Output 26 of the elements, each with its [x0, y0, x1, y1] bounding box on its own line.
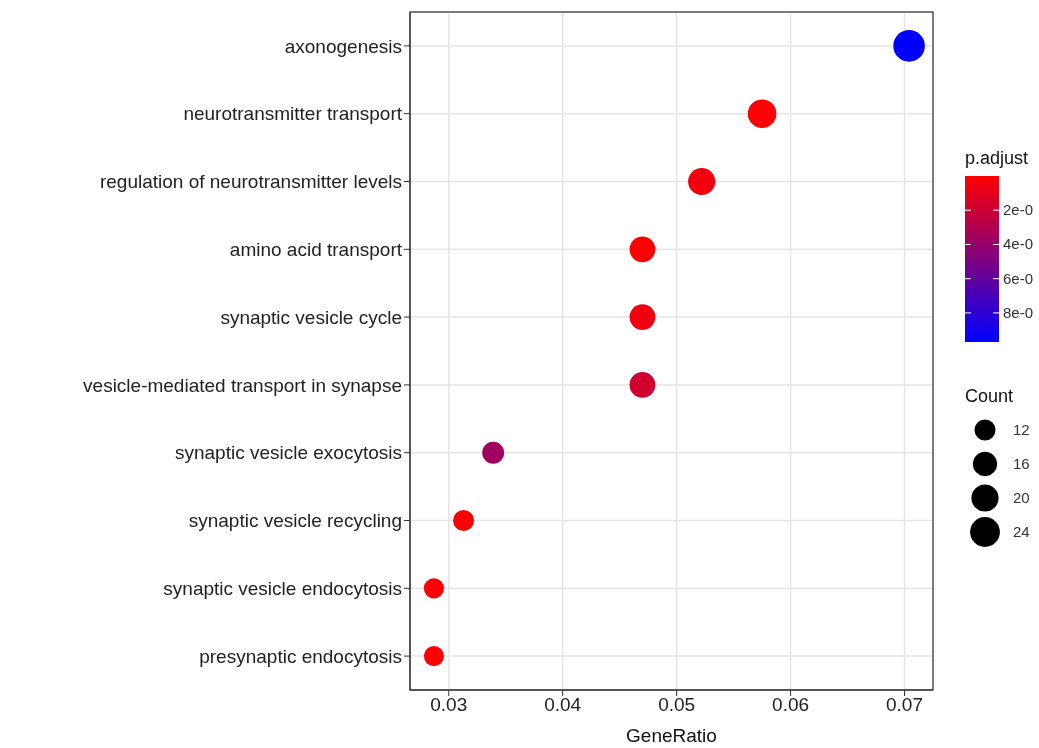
legend-label: 20: [1013, 489, 1030, 506]
y-tick-label: synaptic vesicle recycling: [188, 510, 402, 532]
x-axis-title: GeneRatio: [626, 725, 717, 746]
x-tick-label: 0.05: [658, 694, 696, 716]
legend-label: 12: [1013, 421, 1030, 438]
color-bar-label: 2e-0: [1003, 201, 1034, 219]
y-tick-label: synaptic vesicle endocytosis: [163, 578, 402, 600]
y-tick-label: regulation of neurotransmitter levels: [99, 171, 402, 193]
y-tick-label: axonogenesis: [284, 35, 402, 57]
y-tick-label: vesicle-mediated transport in synapse: [83, 374, 402, 396]
legend-label: 16: [1013, 455, 1030, 472]
x-tick-label: 0.06: [772, 694, 810, 716]
y-tick-label: neurotransmitter transport: [183, 103, 403, 125]
legend-title: Count: [965, 386, 1014, 406]
y-tick-label: synaptic vesicle exocytosis: [174, 442, 402, 464]
x-tick-label: 0.03: [430, 694, 468, 716]
y-tick-label: amino acid transport: [229, 239, 403, 261]
x-tick-label: 0.07: [886, 694, 924, 716]
color-bar-label: 8e-0: [1003, 303, 1034, 321]
y-tick-label: synaptic vesicle cycle: [220, 306, 402, 328]
y-tick-label: presynaptic endocytosis: [199, 645, 402, 667]
color-bar-label: 4e-0: [1003, 235, 1034, 253]
color-bar-title: p.adjust: [965, 148, 1029, 168]
legend-label: 24: [1013, 523, 1030, 540]
color-bar-label: 6e-0: [1003, 269, 1034, 287]
x-tick-label: 0.04: [544, 694, 582, 716]
